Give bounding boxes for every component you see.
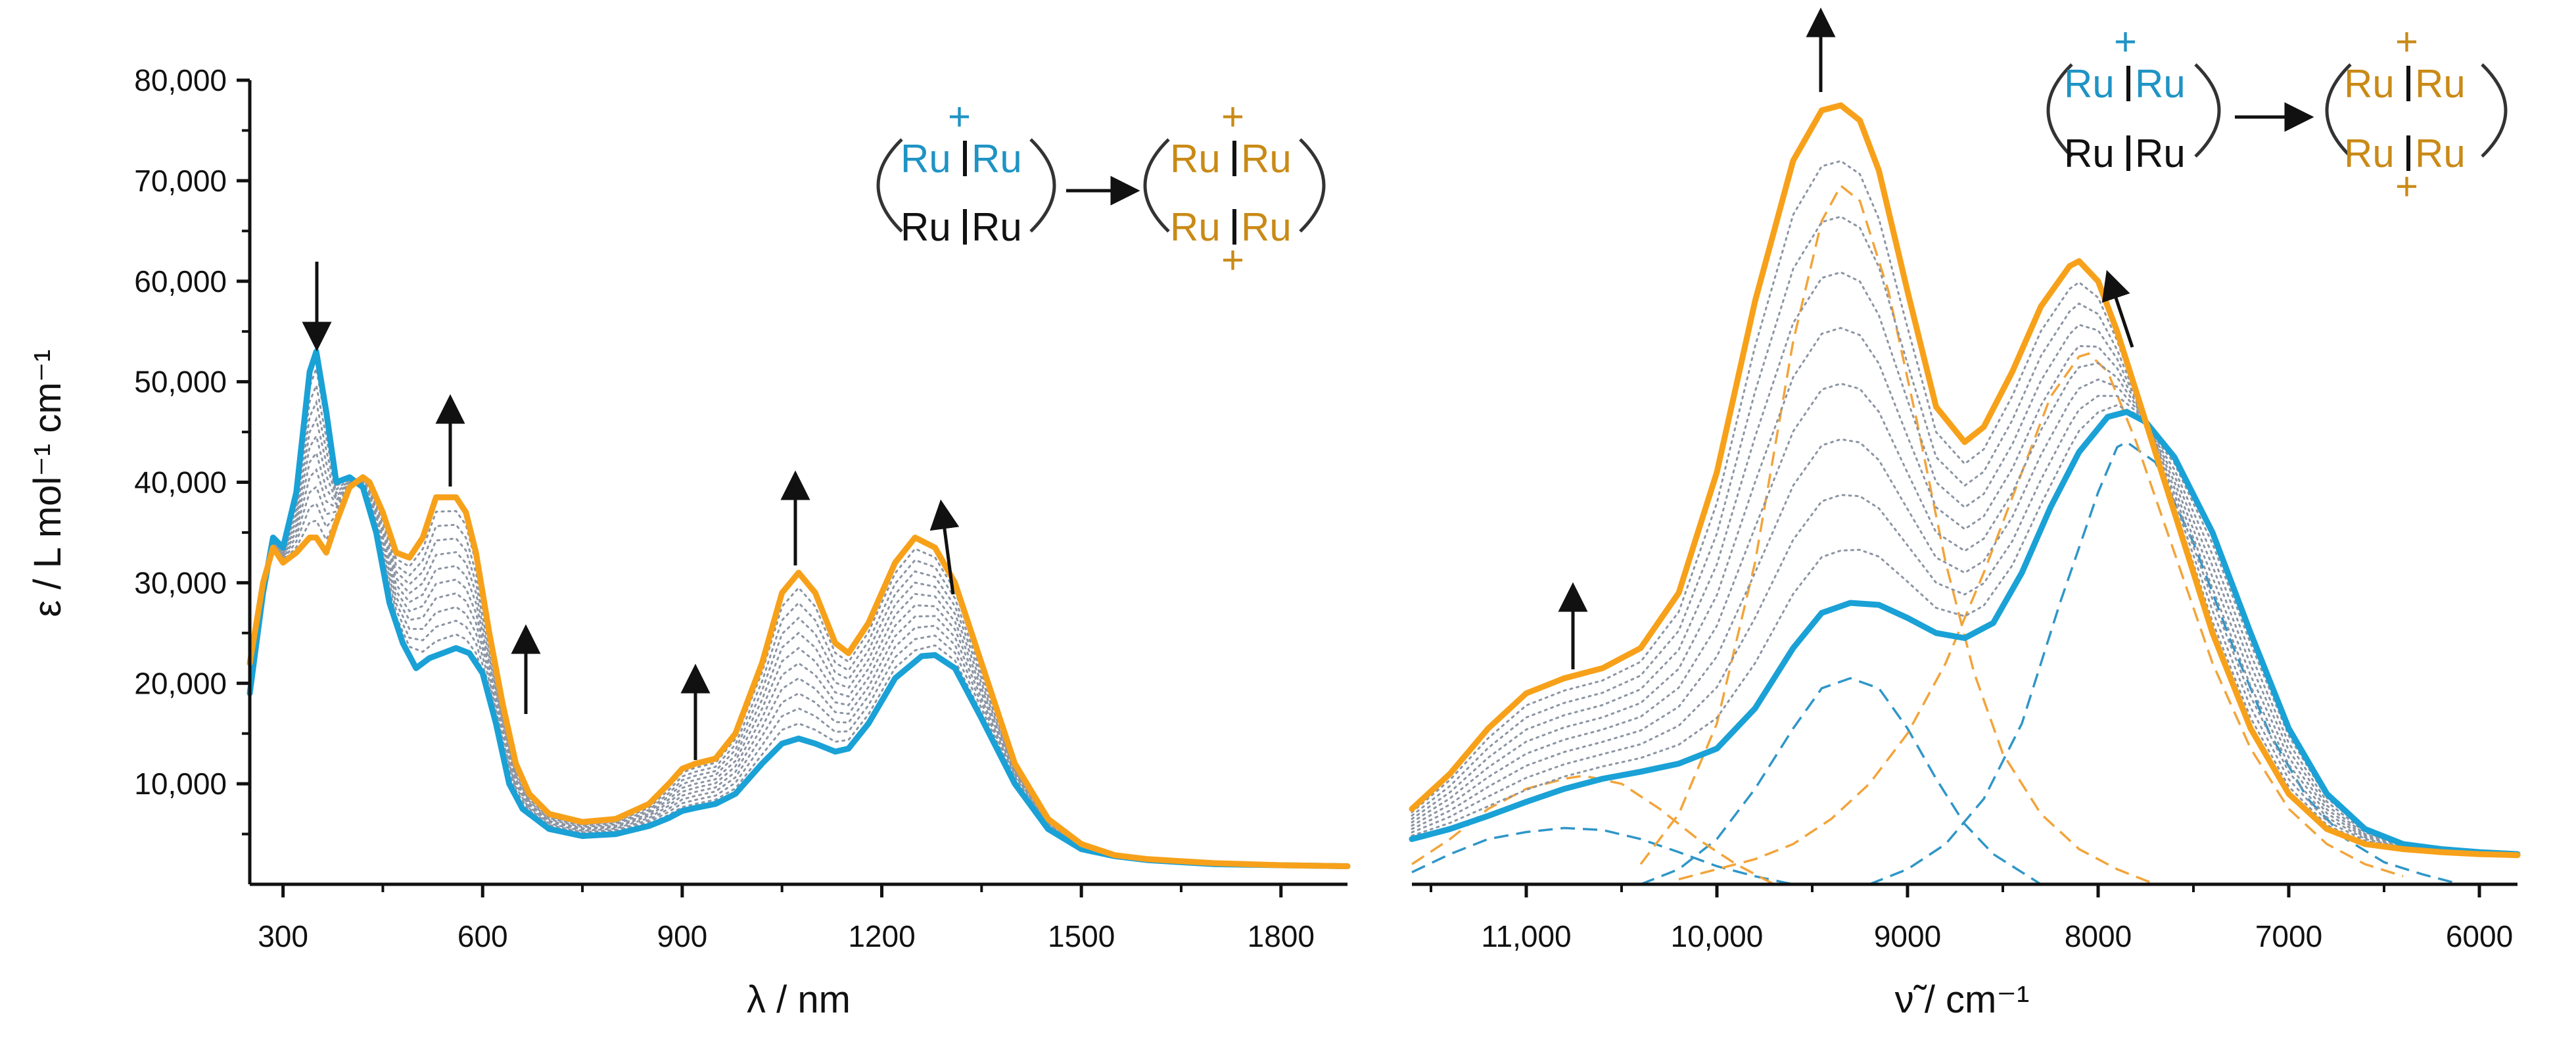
left-y-tick-label-80000: 80,000 [134,63,227,97]
right-x-tick-label-11000: 11,000 [1481,919,1571,953]
left-y-tick-label-70000: 70,000 [134,164,227,198]
left-scheme-charge-top: + [948,95,971,139]
left-axes [248,80,1347,886]
right-intermediate-trace-3 [1411,378,2519,856]
left-x-ticks: 300 600 900 1200 1500 1800 [258,884,1315,953]
right-scheme-ru-a: Ru [2064,62,2115,106]
right-scheme-ru-c: Ru [2064,131,2115,176]
left-intermediate-trace-8 [248,479,1349,867]
right-x-tick-label-9000: 9000 [1874,919,1941,953]
left-y-tick-label-40000: 40,000 [134,465,227,500]
left-y-tick-label-10000: 10,000 [134,767,227,801]
right-series-7-dashed-band [1678,352,2404,881]
right-x-ticks: 11,000 10,000 9000 8000 7000 6000 [1430,884,2513,953]
right-series-4-dashed-band [1869,441,2461,886]
left-x-tick-label-1500: 1500 [1048,919,1115,953]
right-scheme-paren-open-2 [2325,63,2352,158]
left-scheme-charge-top-2: + [1221,95,1244,139]
left-intermediate-trace-4 [248,416,1349,867]
left-scheme-paren-open-2 [1143,138,1170,233]
right-intermediate-trace-8 [1411,160,2519,856]
right-intermediate-trace-5 [1411,327,2519,856]
right-intermediate-trace-7 [1411,215,2519,856]
left-arrow-up-1310 [929,499,960,595]
left-intermediate-trace-5 [248,433,1349,867]
right-scheme-ru-b: Ru [2135,62,2186,106]
left-orange-curve [246,474,1351,869]
left-chart: 300 600 900 1200 1500 1800 10,000 20,000 30,000… [26,63,1351,1021]
left-intermediate-trace-9 [248,477,1349,867]
right-x-tick-label-8000: 8000 [2065,919,2132,953]
right-intermediate-trace-2 [1411,394,2519,855]
right-scheme-paren-close-2 [2481,63,2508,158]
right-scheme-ru-f: Ru [2415,62,2466,106]
right-x-axis-title: ν̃ / cm⁻¹ [1895,978,2030,1021]
right-scheme-ru-e: Ru [2344,62,2395,106]
left-x-tick-label-1800: 1800 [1248,919,1315,953]
left-x-tick-label-600: 600 [457,919,508,953]
right-chart: 11,000 10,000 9000 8000 7000 6000 ν̃ / cm⁻¹ R… [1409,7,2521,1021]
left-scheme-paren-close-1 [1029,138,1056,233]
right-intermediate-trace-4 [1411,362,2519,856]
left-x-tick-label-1200: 1200 [848,919,915,953]
right-x-tick-label-10000: 10,000 [1671,919,1764,953]
right-scheme-charge-bottom: + [2395,164,2418,208]
right-blue-curve [1409,409,2521,857]
right-orange-curve [1409,102,2521,859]
right-series-group [1409,102,2521,886]
left-scheme-paren-open-1 [876,138,903,233]
right-scheme-ru-g: Ru [2344,131,2395,176]
left-scheme-ru-c: Ru [901,205,951,249]
left-intermediate-trace-3 [248,399,1349,867]
left-y-tick-label-50000: 50,000 [134,365,227,399]
left-scheme-ru-f: Ru [1241,137,1292,181]
right-scheme: Ru Ru + Ru Ru Ru Ru + Ru Ru + [2046,20,2508,208]
left-y-axis-title: ε / L mol⁻¹ cm⁻¹ [26,349,69,617]
left-scheme-ru-b: Ru [972,137,1022,181]
right-intermediate-trace-6 [1411,271,2519,856]
left-scheme-ru-h: Ru [1241,205,1292,249]
left-x-axis-title: λ / nm [747,978,851,1021]
left-scheme-ru-e: Ru [1170,137,1221,181]
left-scheme-ru-g: Ru [1170,205,1221,249]
right-intermediate-trace-1 [1411,404,2519,855]
right-arrow-up-7900 [2101,270,2134,348]
left-x-tick-label-300: 300 [258,919,308,953]
right-scheme-ru-d: Ru [2135,131,2186,176]
left-intermediate-trace-2 [248,381,1349,867]
right-scheme-paren-open-1 [2046,63,2073,158]
left-y-tick-label-20000: 20,000 [134,666,227,700]
left-scheme-paren-close-2 [1299,138,1326,233]
right-series-6-dashed-band [1639,183,2156,886]
left-blue-curve [246,348,1351,869]
right-scheme-charge-top: + [2114,20,2137,64]
right-scheme-charge-top-2: + [2395,20,2418,64]
right-scheme-ru-h: Ru [2415,131,2466,176]
left-series-group [246,348,1351,869]
right-series-3-dashed-band [1640,677,2042,886]
right-x-tick-label-7000: 7000 [2255,919,2322,953]
left-scheme-charge-bottom: + [1221,238,1244,282]
right-series-2-dashed-band [1411,826,1794,886]
left-intermediate-trace-10 [248,477,1349,867]
left-x-tick-label-900: 900 [657,919,708,953]
right-scheme-paren-close-1 [2194,63,2221,158]
right-x-tick-label-6000: 6000 [2446,919,2513,953]
left-y-tick-label-60000: 60,000 [134,264,227,298]
left-scheme-ru-d: Ru [972,205,1022,249]
left-scheme-ru-a: Ru [901,137,951,181]
left-scheme: Ru Ru + Ru Ru Ru Ru + Ru Ru + [876,95,1326,282]
left-y-tick-label-30000: 30,000 [134,565,227,600]
left-y-ticks: 10,000 20,000 30,000 40,000 50,000 60,000 70,0… [134,63,250,836]
